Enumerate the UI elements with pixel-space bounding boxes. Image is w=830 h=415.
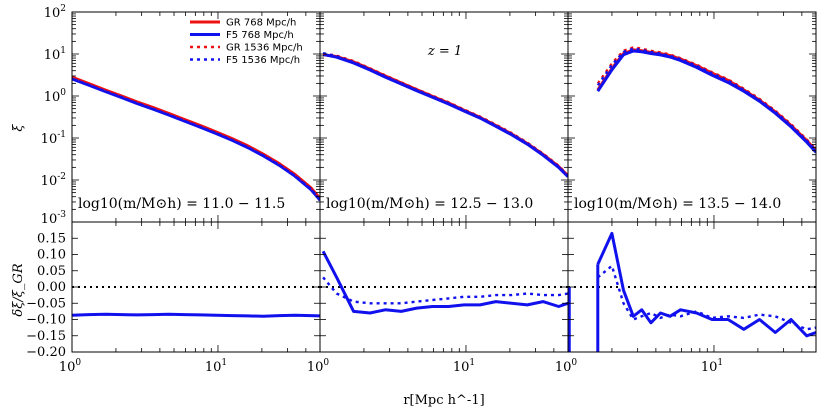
legend-item: GR 1536 Mpc/h (190, 43, 303, 54)
x-tick-label: 100 (59, 358, 82, 375)
mass-range-label: log10(m/M⊙h) = 11.0 − 11.5 (78, 196, 285, 212)
mass-range-label: log10(m/M⊙h) = 12.5 − 13.0 (326, 196, 533, 212)
y-tick-label: 101 (44, 46, 66, 63)
xi-series-group (72, 75, 320, 202)
xi-line-f5-1536 (596, 47, 816, 152)
y-tick-label: −0.15 (26, 329, 66, 344)
dxi-series-group (321, 250, 568, 315)
y-tick-label: 0.15 (37, 231, 66, 246)
dxi-line-f5-1536 (322, 276, 568, 305)
xi-line-f5-768 (322, 52, 568, 178)
dxi-line-f5-768 (72, 312, 320, 318)
legend-label: GR 768 Mpc/h (226, 18, 296, 29)
legend-item: F5 1536 Mpc/h (190, 55, 300, 66)
y-axis-label-bottom: δξ/ξ_GR (11, 263, 26, 316)
y-tick-label: 102 (44, 4, 66, 21)
legend: GR 768 Mpc/hF5 768 Mpc/h GR 1536 Mpc/hF5 … (190, 18, 303, 66)
panels-layer: 100 101 log10(m/M⊙h) = 11.0 − 11.5 100 101 lo… (26, 4, 817, 375)
xi-line-gr768 (596, 48, 816, 152)
xi-line-f5-768 (596, 49, 816, 154)
dxi-series-group (568, 231, 816, 352)
dxi-series-group (72, 312, 320, 318)
x-tick-label: 101 (205, 358, 227, 375)
y-tick-label: 10-3 (41, 210, 67, 227)
x-tick-label: 101 (701, 358, 723, 375)
legend-item: F5 768 Mpc/h (190, 30, 294, 41)
x-tick-label: 100 (555, 358, 578, 375)
y-tick-label: 10-1 (41, 130, 66, 147)
y-tick-label: −0.05 (26, 296, 66, 311)
xi-line-f5-1536 (322, 52, 568, 177)
panel-3: 100 101 log10(m/M⊙h) = 13.5 − 14.0 (555, 11, 817, 375)
dxi-line-f5-1536 (597, 264, 816, 331)
dxi-line-f5-768 (596, 231, 816, 338)
legend-item: GR 768 Mpc/h (190, 18, 296, 29)
axis-labels: ξ δξ/ξ_GR r[Mpc h^-1] z = 1 (11, 44, 485, 408)
y-tick-label: 0.00 (37, 280, 66, 295)
x-axis-label: r[Mpc h^-1] (403, 393, 484, 408)
xi-series-group (322, 52, 568, 178)
panel-1: 100 101 log10(m/M⊙h) = 11.0 − 11.5 (59, 11, 321, 375)
xi-line-gr768 (322, 53, 568, 177)
y-tick-label: −0.20 (26, 345, 66, 360)
xi-line-gr1536 (596, 46, 816, 150)
y-tick-label: 10-2 (41, 172, 66, 189)
mass-range-label: log10(m/M⊙h) = 13.5 − 14.0 (574, 196, 781, 212)
xi-line-gr1536 (322, 52, 568, 176)
y-tick-label: 100 (44, 88, 67, 105)
legend-label: F5 768 Mpc/h (226, 30, 294, 41)
redshift-annotation: z = 1 (427, 44, 462, 59)
y-axis-label-top: ξ (11, 124, 26, 132)
legend-label: F5 1536 Mpc/h (226, 55, 300, 66)
y-tick-label: 0.05 (37, 264, 66, 279)
dxi-line-f5-768 (321, 250, 568, 315)
y-tick-labels: 10-310-210-11001011020.150.100.050.00−0.… (26, 4, 66, 360)
xi-line-f5-1536 (72, 77, 320, 201)
xi-line-f5-768 (72, 77, 320, 202)
xi-line-gr1536 (72, 75, 320, 199)
x-tick-label: 101 (453, 358, 475, 375)
panel-2: 100 101 log10(m/M⊙h) = 12.5 − 13.0 (307, 11, 569, 375)
xi-line-gr768 (72, 75, 320, 200)
xi-series-group (596, 46, 816, 154)
y-tick-label: 0.10 (37, 248, 66, 263)
legend-label: GR 1536 Mpc/h (226, 43, 303, 54)
y-tick-label: −0.10 (26, 313, 66, 328)
x-tick-label: 100 (307, 358, 330, 375)
